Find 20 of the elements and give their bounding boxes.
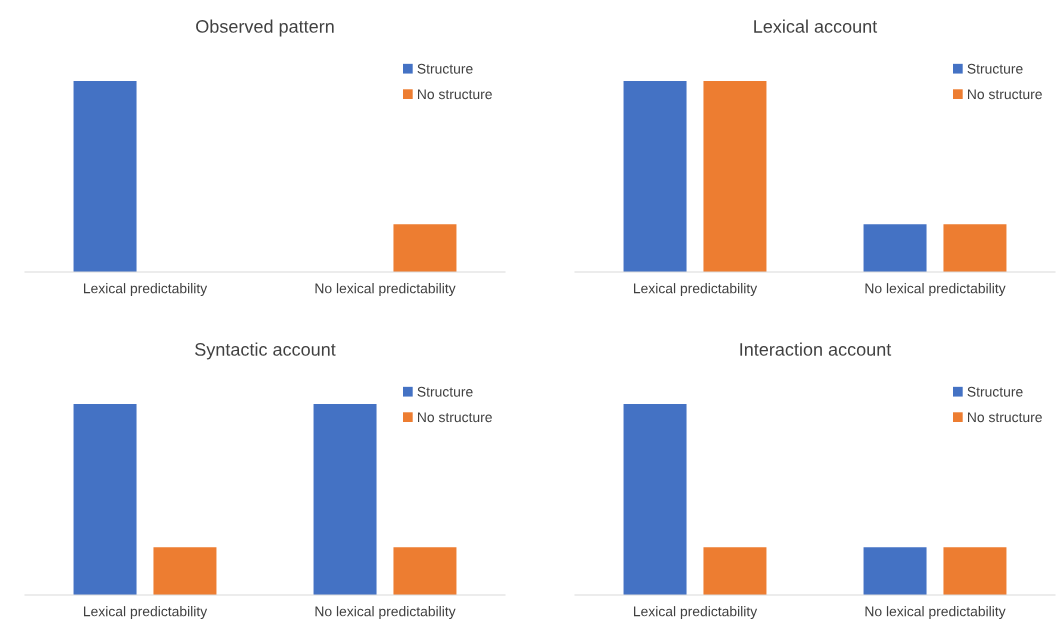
chart-title: Observed pattern bbox=[196, 19, 334, 37]
legend-label: No structure bbox=[418, 412, 492, 423]
legend-label: No structure bbox=[968, 412, 1042, 423]
legend-label: No structure bbox=[968, 89, 1042, 100]
legend-label: Structure bbox=[967, 63, 1023, 74]
chart-title: Syntactic account bbox=[195, 342, 336, 360]
legend-label: No structure bbox=[418, 89, 492, 100]
legend-label: Structure bbox=[417, 63, 473, 74]
x-tick-label: Lexical predictability bbox=[634, 606, 758, 620]
chart-title: Lexical account bbox=[754, 19, 878, 33]
x-tick-label: Lexical predictability bbox=[84, 283, 208, 297]
x-tick-label: No lexical predictability bbox=[315, 606, 456, 620]
x-tick-label: No lexical predictability bbox=[865, 606, 1006, 620]
x-tick-label: Lexical predictability bbox=[84, 606, 208, 620]
x-tick-label: Lexical predictability bbox=[634, 283, 758, 297]
legend-label: Structure bbox=[967, 386, 1023, 397]
x-tick-label: No lexical predictability bbox=[315, 283, 456, 297]
legend-label: Structure bbox=[417, 386, 473, 397]
chart-title: Interaction account bbox=[740, 342, 892, 356]
x-tick-label: No lexical predictability bbox=[865, 283, 1006, 297]
